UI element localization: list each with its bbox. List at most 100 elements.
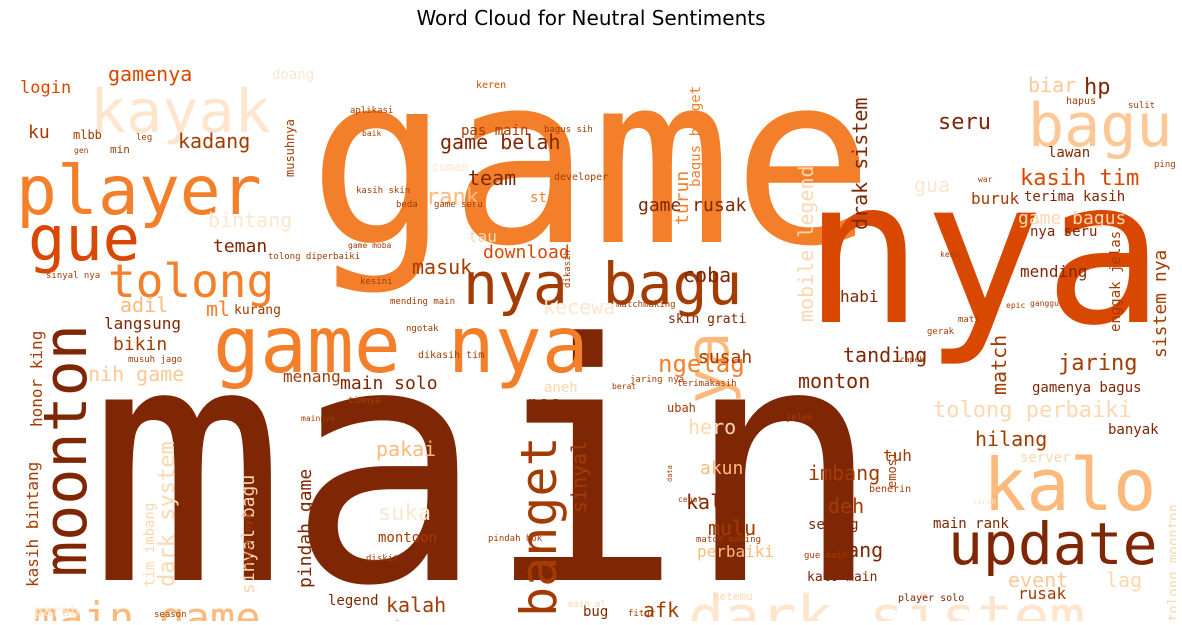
word-fitur: fitur bbox=[628, 609, 656, 619]
word-banyak: banyak bbox=[1108, 422, 1159, 438]
word-rusak: rusak bbox=[1018, 584, 1067, 603]
word-kena: kena bbox=[940, 250, 959, 259]
word-match: match bbox=[987, 335, 1011, 395]
word-monton: monton bbox=[798, 369, 870, 393]
word-pindah-game: pindah game bbox=[295, 469, 316, 588]
word-hapus: hapus bbox=[1066, 96, 1096, 107]
word-terima-kasih: terima kasih bbox=[1024, 189, 1125, 205]
word-adil: adil bbox=[120, 293, 168, 317]
word-banget: banget bbox=[510, 436, 568, 617]
word-gen: gen bbox=[74, 146, 89, 155]
word-jaring-nya: jaring nya bbox=[630, 375, 684, 385]
word-keren: keren bbox=[476, 80, 506, 91]
word-doang: doang bbox=[272, 67, 314, 83]
word-sistem-nya: sistem nya bbox=[1150, 250, 1171, 358]
word-mlbb: mlbb bbox=[73, 128, 102, 142]
word-tolong-diperbaiki: tolong diperbaiki bbox=[268, 252, 360, 262]
word-epic: epic bbox=[1006, 301, 1025, 310]
word-kesini: kesini bbox=[360, 277, 393, 287]
word-main: main bbox=[88, 274, 883, 621]
word-gue-main: gue main bbox=[804, 551, 847, 561]
word-team: team bbox=[468, 166, 516, 190]
word-habi: habi bbox=[840, 287, 879, 306]
word-tim-imbang: tim imbang bbox=[142, 503, 158, 587]
word-game-rusak: game rusak bbox=[638, 195, 747, 216]
word-imbang: imbang bbox=[808, 461, 880, 485]
word-kali: kali bbox=[686, 490, 734, 514]
word-matchmaking: matchmaking bbox=[616, 300, 676, 310]
word-langsung: langsung bbox=[104, 314, 181, 333]
word-moonton: moonton bbox=[31, 324, 101, 577]
word-bintang: bintang bbox=[208, 208, 292, 232]
word-nya: nya bbox=[803, 137, 1164, 370]
word-akun: akun bbox=[700, 458, 743, 479]
word-download: download bbox=[483, 242, 570, 263]
word-hp: hp bbox=[1084, 75, 1111, 100]
word-masuk: masuk bbox=[412, 255, 472, 279]
word-tolong-perbaiki: tolong perbaiki bbox=[933, 398, 1132, 423]
word-skin-grati: skin grati bbox=[668, 312, 746, 327]
word-parah: parah bbox=[34, 602, 79, 620]
word-hero: hero bbox=[688, 415, 736, 439]
word-diskit: diskit bbox=[366, 554, 399, 564]
word-kalo: kalo bbox=[983, 443, 1156, 527]
word-nih-game: nih game bbox=[88, 362, 184, 386]
word-main-rank: main rank bbox=[933, 516, 1009, 532]
word-game-nya: game nya bbox=[213, 301, 589, 391]
word-tuh: tuh bbox=[883, 446, 912, 465]
word-terimakasih: terimakasih bbox=[677, 379, 737, 389]
word-ketemu: ketemu bbox=[713, 590, 753, 603]
word-mohon: mohon bbox=[373, 618, 427, 621]
word-dark-sistem: dark sistem bbox=[688, 583, 1085, 621]
word-berat: berat bbox=[612, 382, 636, 391]
word-ngelag: ngelag bbox=[658, 350, 745, 378]
word-pakai: pakai bbox=[376, 437, 436, 461]
word-tau: tau bbox=[468, 227, 497, 246]
word-lag: lag bbox=[1106, 568, 1142, 592]
word-mobile-legend: mobile legend bbox=[794, 165, 818, 322]
word-perbaiki: perbaiki bbox=[697, 542, 774, 561]
word-mainnya: mainnya bbox=[301, 414, 335, 423]
word-jelek: jelek bbox=[786, 413, 814, 423]
word-kasih-bintang: kasih bintang bbox=[23, 462, 42, 587]
word-kasih-skin: kasih skin bbox=[356, 186, 410, 196]
word-sulit: sulit bbox=[1128, 101, 1155, 111]
word-ubah: ubah bbox=[667, 401, 696, 415]
word-mulu: mulu bbox=[708, 516, 756, 540]
word-lawan: lawan bbox=[1048, 145, 1090, 161]
word-login: login bbox=[20, 78, 71, 98]
word-baik: baik bbox=[362, 129, 381, 138]
word-musuhnya: musuhnya bbox=[283, 119, 297, 177]
word-ganggu: ganggu bbox=[1030, 299, 1059, 308]
word-gue: gue bbox=[28, 202, 140, 275]
word-bikin: bikin bbox=[113, 334, 167, 355]
word-game-seru: game seru bbox=[434, 200, 483, 210]
word-kurang: kurang bbox=[234, 303, 281, 318]
word-seru: seru bbox=[938, 110, 991, 135]
word-player: player bbox=[16, 152, 262, 231]
word-sinyal-bagu: sinyal bagu bbox=[238, 475, 259, 594]
word-bagus-sih: bagus sih bbox=[544, 125, 593, 135]
word-gamenya-bagus: gamenya bagus bbox=[1032, 380, 1142, 396]
word-pindah-hok: pindah hok bbox=[488, 534, 543, 544]
word-pas-main: pas main bbox=[461, 123, 528, 139]
word-kayak: kayak bbox=[90, 77, 271, 147]
word-honor-king: honor king bbox=[27, 331, 46, 427]
word-sinyal-nya: sinyal nya bbox=[46, 271, 100, 281]
word-musuh-jago: musuh jago bbox=[128, 355, 182, 365]
word-hilang: hilang bbox=[975, 427, 1047, 451]
word-dikasih: dikasih bbox=[563, 250, 573, 288]
word-tanding: tanding bbox=[843, 343, 927, 367]
word-enggak-jelas: enggak jelas bbox=[1108, 231, 1124, 332]
word-mati: mati bbox=[958, 315, 980, 325]
word-menang: menang bbox=[283, 367, 341, 386]
word-nya-bagu: nya bagu bbox=[463, 250, 742, 318]
word-ping: ping bbox=[1154, 160, 1176, 170]
word-game-moba: game moba bbox=[348, 241, 392, 250]
word-gua: gua bbox=[914, 173, 950, 197]
word-leg: leg bbox=[136, 133, 152, 143]
word-ml: ml bbox=[206, 297, 230, 321]
word-senang: senang bbox=[808, 517, 859, 533]
word-bagu: bagu bbox=[1028, 91, 1173, 161]
word-drak-sistem: drak sistem bbox=[848, 98, 872, 230]
